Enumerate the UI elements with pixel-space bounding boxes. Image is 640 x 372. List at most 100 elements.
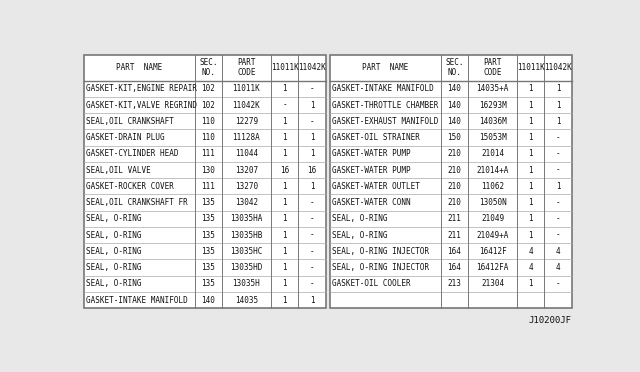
Text: 1: 1 (556, 117, 561, 126)
Text: 11044: 11044 (235, 149, 258, 158)
Text: GASKET-CYLINDER HEAD: GASKET-CYLINDER HEAD (86, 149, 179, 158)
Text: 211: 211 (447, 231, 461, 240)
Text: 21014+A: 21014+A (476, 166, 509, 174)
Text: 110: 110 (202, 117, 216, 126)
Text: 1: 1 (282, 214, 287, 223)
Bar (84, 55, 326, 308)
Text: SEAL,OIL CRANKSHAFT: SEAL,OIL CRANKSHAFT (86, 117, 174, 126)
Text: -: - (556, 166, 561, 174)
Text: GASKET-KIT,ENGINE REPAIR: GASKET-KIT,ENGINE REPAIR (86, 84, 198, 93)
Text: 13042: 13042 (235, 198, 258, 207)
Text: SEAL, O-RING: SEAL, O-RING (86, 231, 142, 240)
Text: GASKET-WATER CONN: GASKET-WATER CONN (332, 198, 411, 207)
Text: SEAL, O-RING: SEAL, O-RING (332, 231, 388, 240)
Text: 1: 1 (310, 100, 314, 109)
Text: 1: 1 (528, 182, 533, 191)
Text: 1: 1 (528, 100, 533, 109)
Text: 135: 135 (202, 279, 216, 288)
Text: 210: 210 (447, 182, 461, 191)
Text: 16412F: 16412F (479, 247, 506, 256)
Text: 16: 16 (280, 166, 289, 174)
Text: -: - (310, 198, 314, 207)
Text: 14035: 14035 (235, 295, 258, 305)
Text: 1: 1 (556, 100, 561, 109)
Text: PART
CODE: PART CODE (237, 58, 256, 77)
Text: 1: 1 (528, 231, 533, 240)
Text: 1: 1 (528, 279, 533, 288)
Text: GASKET-OIL COOLER: GASKET-OIL COOLER (332, 279, 411, 288)
Text: 4: 4 (528, 263, 533, 272)
Text: 16293M: 16293M (479, 100, 506, 109)
Text: GASKET-OIL STRAINER: GASKET-OIL STRAINER (332, 133, 420, 142)
Text: SEAL, O-RING INJECTOR: SEAL, O-RING INJECTOR (332, 247, 429, 256)
Text: 102: 102 (202, 100, 216, 109)
Text: 1: 1 (282, 84, 287, 93)
Text: 1: 1 (556, 182, 561, 191)
Text: 13050N: 13050N (479, 198, 506, 207)
Text: SEC.
NO.: SEC. NO. (199, 58, 218, 77)
Text: PART  NAME: PART NAME (362, 63, 408, 72)
Text: -: - (556, 214, 561, 223)
Text: 16412FA: 16412FA (476, 263, 509, 272)
Text: SEAL, O-RING: SEAL, O-RING (332, 214, 388, 223)
Text: 1: 1 (282, 279, 287, 288)
Text: GASKET-WATER OUTLET: GASKET-WATER OUTLET (332, 182, 420, 191)
Text: 11011K: 11011K (271, 63, 298, 72)
Text: SEC.
NO.: SEC. NO. (445, 58, 464, 77)
Text: -: - (310, 247, 314, 256)
Text: PART
CODE: PART CODE (483, 58, 502, 77)
Text: 1: 1 (282, 198, 287, 207)
Bar (330, 55, 572, 308)
Text: GASKET-KIT,VALVE REGRIND: GASKET-KIT,VALVE REGRIND (86, 100, 198, 109)
Text: SEAL, O-RING INJECTOR: SEAL, O-RING INJECTOR (332, 263, 429, 272)
Text: 21304: 21304 (481, 279, 504, 288)
Text: -: - (310, 279, 314, 288)
Text: 1: 1 (282, 231, 287, 240)
Text: -: - (556, 231, 561, 240)
Text: 1: 1 (528, 149, 533, 158)
Text: 13035H: 13035H (232, 279, 260, 288)
Text: -: - (556, 198, 561, 207)
Text: 11011K: 11011K (516, 63, 545, 72)
Text: 11042K: 11042K (298, 63, 326, 72)
Text: 13035HD: 13035HD (230, 263, 262, 272)
Text: -: - (310, 117, 314, 126)
Text: 1: 1 (528, 117, 533, 126)
Text: 1: 1 (310, 149, 314, 158)
Text: GASKET-INTAKE MANIFOLD: GASKET-INTAKE MANIFOLD (332, 84, 434, 93)
Text: 11011K: 11011K (232, 84, 260, 93)
Text: 1: 1 (282, 247, 287, 256)
Text: 13035HC: 13035HC (230, 247, 262, 256)
Text: 11042K: 11042K (232, 100, 260, 109)
Text: 14035+A: 14035+A (476, 84, 509, 93)
Text: 135: 135 (202, 263, 216, 272)
Text: 210: 210 (447, 198, 461, 207)
Text: 102: 102 (202, 84, 216, 93)
Text: GASKET-WATER PUMP: GASKET-WATER PUMP (332, 166, 411, 174)
Text: 140: 140 (447, 117, 461, 126)
Text: -: - (310, 263, 314, 272)
Text: 135: 135 (202, 231, 216, 240)
Text: 1: 1 (282, 263, 287, 272)
Text: 1: 1 (282, 133, 287, 142)
Text: J10200JF: J10200JF (528, 316, 571, 326)
Text: -: - (310, 231, 314, 240)
Text: 1: 1 (282, 182, 287, 191)
Text: GASKET-DRAIN PLUG: GASKET-DRAIN PLUG (86, 133, 165, 142)
Text: 13035HA: 13035HA (230, 214, 262, 223)
Text: GASKET-THROTTLE CHAMBER: GASKET-THROTTLE CHAMBER (332, 100, 439, 109)
Text: -: - (310, 84, 314, 93)
Text: 12279: 12279 (235, 117, 258, 126)
Text: 4: 4 (556, 263, 561, 272)
Text: 210: 210 (447, 149, 461, 158)
Text: 1: 1 (310, 133, 314, 142)
Text: 15053M: 15053M (479, 133, 506, 142)
Text: 140: 140 (202, 295, 216, 305)
Text: 13270: 13270 (235, 182, 258, 191)
Text: SEAL, O-RING: SEAL, O-RING (86, 263, 142, 272)
Text: 1: 1 (282, 149, 287, 158)
Text: GASKET-INTAKE MANIFOLD: GASKET-INTAKE MANIFOLD (86, 295, 188, 305)
Text: 140: 140 (447, 100, 461, 109)
Text: -: - (556, 149, 561, 158)
Text: 4: 4 (556, 247, 561, 256)
